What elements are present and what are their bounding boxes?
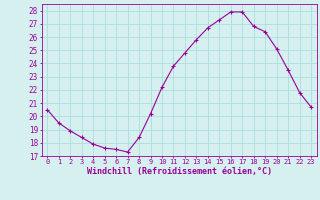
- X-axis label: Windchill (Refroidissement éolien,°C): Windchill (Refroidissement éolien,°C): [87, 167, 272, 176]
